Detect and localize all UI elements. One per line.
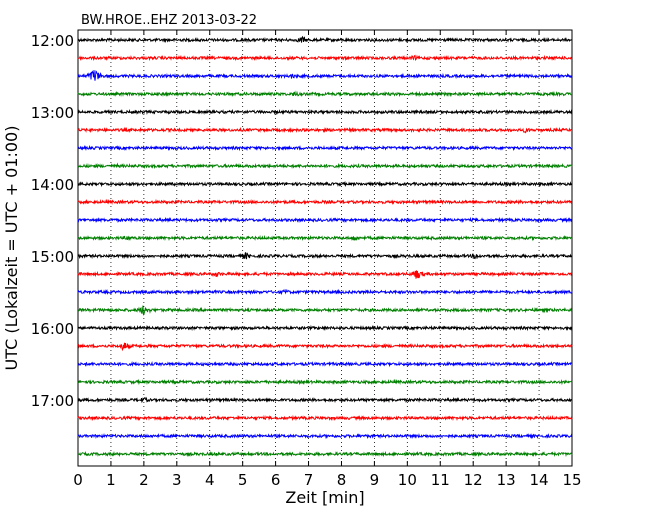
y-axis-label: UTC (Lokalzeit = UTC + 01:00) (2, 126, 21, 371)
trace-line (77, 288, 573, 296)
x-tick-label: 4 (205, 471, 215, 489)
trace-line (77, 35, 573, 44)
trace-line (77, 432, 573, 440)
trace-line (77, 342, 573, 352)
y-tick-label: 13:00 (31, 104, 74, 122)
trace-line (77, 360, 573, 368)
trace-line (77, 70, 573, 81)
x-tick-label: 11 (431, 471, 450, 489)
trace-line (77, 252, 573, 260)
x-tick-label: 8 (337, 471, 347, 489)
x-tick-label: 1 (106, 471, 116, 489)
x-tick-label: 9 (370, 471, 380, 489)
trace-line (77, 144, 573, 152)
plot-frame (77, 29, 573, 467)
x-tick-label: 14 (530, 471, 549, 489)
trace-line (77, 198, 573, 206)
trace-line (77, 396, 573, 404)
chart-title: BW.HROE..EHZ 2013-03-22 (81, 13, 257, 28)
trace-line (77, 305, 573, 316)
x-axis-ticks: 0 1 2 3 4 5 6 7 8 9 10 11 12 13 14 15 (73, 30, 582, 489)
grid-lines (110, 30, 540, 466)
trace-line (77, 270, 573, 279)
x-tick-label: 12 (464, 471, 483, 489)
x-tick-label: 6 (271, 471, 281, 489)
y-tick-label: 15:00 (31, 248, 74, 266)
y-tick-label: 16:00 (31, 320, 74, 338)
x-tick-label: 3 (172, 471, 182, 489)
x-tick-label: 2 (139, 471, 149, 489)
x-tick-label: 15 (562, 471, 581, 489)
x-tick-label: 5 (238, 471, 248, 489)
trace-line (77, 126, 573, 134)
trace-line (77, 162, 573, 170)
trace-line (77, 450, 573, 458)
x-tick-label: 7 (304, 471, 314, 489)
x-tick-label: 10 (398, 471, 417, 489)
trace-line (77, 90, 573, 98)
y-tick-label: 14:00 (31, 176, 74, 194)
trace-line (77, 378, 573, 386)
x-tick-label: 13 (497, 471, 516, 489)
trace-line (77, 108, 573, 116)
trace-line (77, 216, 573, 224)
y-tick-label: 17:00 (31, 392, 74, 410)
x-axis-label: Zeit [min] (285, 488, 364, 507)
y-tick-label: 12:00 (31, 32, 74, 50)
x-tick-label: 0 (73, 471, 83, 489)
y-axis-ticks: 12:00 13:00 14:00 15:00 16:00 17:00 (31, 32, 572, 410)
trace-line (77, 54, 573, 62)
trace-layer (77, 35, 573, 458)
trace-line (77, 324, 573, 332)
trace-line (77, 234, 573, 242)
trace-line (77, 180, 573, 188)
trace-line (77, 414, 573, 422)
